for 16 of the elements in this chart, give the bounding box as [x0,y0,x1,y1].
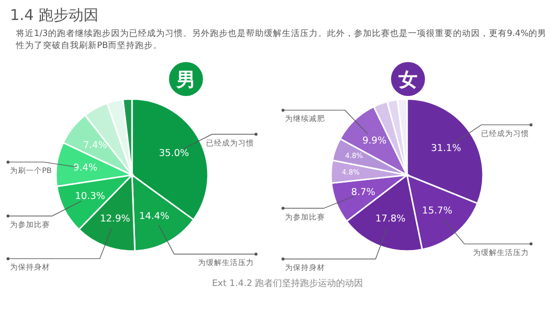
data-label: 35.0% [158,148,190,160]
data-label: 10.3% [74,191,106,202]
text: Ext 1.4.2 跑者们坚持跑步运动的动因 [212,278,364,289]
data-label: 9.4% [73,162,98,174]
data-label: 7.4% [83,140,108,152]
chart-title: 男 [176,69,196,91]
chart-title: 女 [398,69,418,91]
text: 1.4 跑步动因 [10,6,99,24]
data-label: 17.8% [375,214,406,225]
text: 将近1/3的跑者继续跑步因为已经成为习惯。另外跑步也是帮助缓解生活压力。此外，参加比赛也是一项很重要的动因，更有9.4%的男性为了突破自我刷新PB而坚持跑步。 [15,28,547,51]
data-label: 15.7% [422,206,452,217]
data-label: 8.7% [351,186,376,198]
data-label: 31.1% [430,143,462,154]
data-label: 14.4% [139,211,170,222]
data-label: 9.9% [362,135,386,146]
data-label: 12.9% [100,213,130,224]
